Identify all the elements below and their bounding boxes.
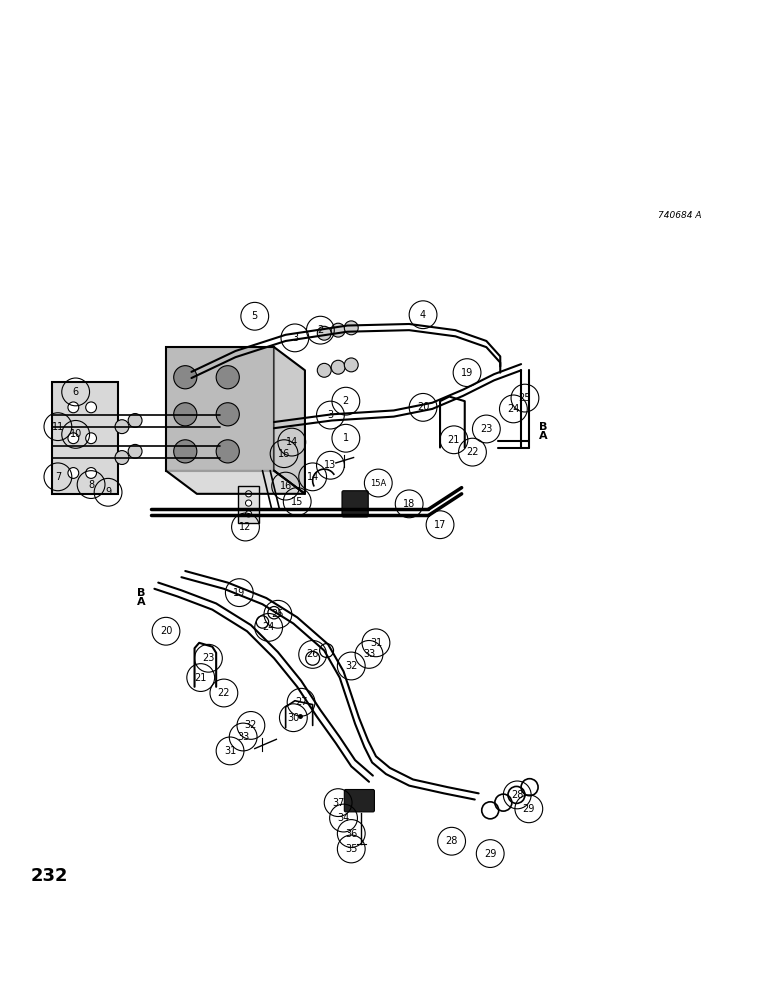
Text: 30: 30 xyxy=(287,713,300,723)
Circle shape xyxy=(245,511,252,517)
Circle shape xyxy=(317,326,331,340)
Text: 28: 28 xyxy=(511,790,523,800)
Text: 21: 21 xyxy=(448,435,460,445)
Text: 23: 23 xyxy=(202,653,215,663)
FancyBboxPatch shape xyxy=(344,790,374,812)
Circle shape xyxy=(331,323,345,337)
Text: 24: 24 xyxy=(507,404,520,414)
Circle shape xyxy=(68,402,79,413)
FancyBboxPatch shape xyxy=(342,491,368,517)
Circle shape xyxy=(68,433,79,444)
Circle shape xyxy=(174,403,197,426)
Text: 33: 33 xyxy=(237,732,249,742)
Text: 31: 31 xyxy=(224,746,236,756)
Circle shape xyxy=(115,420,129,434)
Circle shape xyxy=(174,440,197,463)
Text: 26: 26 xyxy=(306,649,319,659)
Text: 29: 29 xyxy=(523,804,535,814)
Text: 4: 4 xyxy=(420,310,426,320)
Text: 37: 37 xyxy=(332,798,344,808)
Text: 232: 232 xyxy=(31,867,69,885)
Text: 27: 27 xyxy=(295,697,307,707)
Text: 19: 19 xyxy=(461,368,473,378)
Text: 23: 23 xyxy=(480,424,493,434)
Text: 33: 33 xyxy=(363,649,375,659)
Text: 16: 16 xyxy=(278,449,290,459)
Text: B: B xyxy=(137,588,146,598)
Text: 25: 25 xyxy=(272,609,284,619)
Circle shape xyxy=(174,366,197,389)
Text: B: B xyxy=(539,422,547,432)
Polygon shape xyxy=(274,347,305,494)
Text: 15: 15 xyxy=(291,497,303,507)
Text: 3: 3 xyxy=(327,410,334,420)
Text: 14: 14 xyxy=(306,472,319,482)
FancyBboxPatch shape xyxy=(166,347,274,471)
Text: 28: 28 xyxy=(445,836,458,846)
FancyBboxPatch shape xyxy=(52,382,118,494)
Circle shape xyxy=(216,440,239,463)
Text: 32: 32 xyxy=(245,720,257,730)
Text: 10: 10 xyxy=(69,429,82,439)
Text: 22: 22 xyxy=(466,447,479,457)
Text: 20: 20 xyxy=(417,402,429,412)
Circle shape xyxy=(216,366,239,389)
Text: 5: 5 xyxy=(252,311,258,321)
Circle shape xyxy=(86,468,96,478)
Text: 22: 22 xyxy=(218,688,230,698)
Text: 32: 32 xyxy=(345,661,357,671)
Circle shape xyxy=(245,491,252,497)
Polygon shape xyxy=(166,471,305,494)
Text: 29: 29 xyxy=(484,849,496,859)
Text: 2: 2 xyxy=(343,396,349,406)
Text: A: A xyxy=(539,431,547,441)
Circle shape xyxy=(216,403,239,426)
Text: 24: 24 xyxy=(262,622,275,632)
Circle shape xyxy=(86,402,96,413)
Circle shape xyxy=(68,468,79,478)
Text: 7: 7 xyxy=(55,472,61,482)
Text: 16: 16 xyxy=(279,481,292,491)
Circle shape xyxy=(317,363,331,377)
Text: 17: 17 xyxy=(434,520,446,530)
Text: A: A xyxy=(137,597,146,607)
Text: 12: 12 xyxy=(239,522,252,532)
Text: 31: 31 xyxy=(370,638,382,648)
Text: 8: 8 xyxy=(88,480,94,490)
Text: 14: 14 xyxy=(286,437,298,447)
Text: 9: 9 xyxy=(105,487,111,497)
Text: 6: 6 xyxy=(73,387,79,397)
Text: 20: 20 xyxy=(160,626,172,636)
Text: 21: 21 xyxy=(195,673,207,683)
Circle shape xyxy=(128,414,142,427)
Text: 2: 2 xyxy=(317,325,323,335)
Text: 18: 18 xyxy=(403,499,415,509)
Text: 3: 3 xyxy=(292,333,298,343)
Text: 19: 19 xyxy=(233,588,245,598)
Text: 36: 36 xyxy=(345,829,357,839)
Text: 25: 25 xyxy=(519,393,531,403)
Circle shape xyxy=(245,500,252,506)
Circle shape xyxy=(331,360,345,374)
Text: 740684 A: 740684 A xyxy=(658,211,701,220)
Text: 15A: 15A xyxy=(370,479,387,488)
FancyBboxPatch shape xyxy=(238,486,259,523)
Circle shape xyxy=(115,451,129,464)
Circle shape xyxy=(344,358,358,372)
Text: 1: 1 xyxy=(343,433,349,443)
Circle shape xyxy=(128,444,142,458)
Circle shape xyxy=(86,433,96,444)
Text: 13: 13 xyxy=(324,460,337,470)
Text: 34: 34 xyxy=(337,813,350,823)
Circle shape xyxy=(344,321,358,335)
Text: 11: 11 xyxy=(52,422,64,432)
Text: 35: 35 xyxy=(345,844,357,854)
